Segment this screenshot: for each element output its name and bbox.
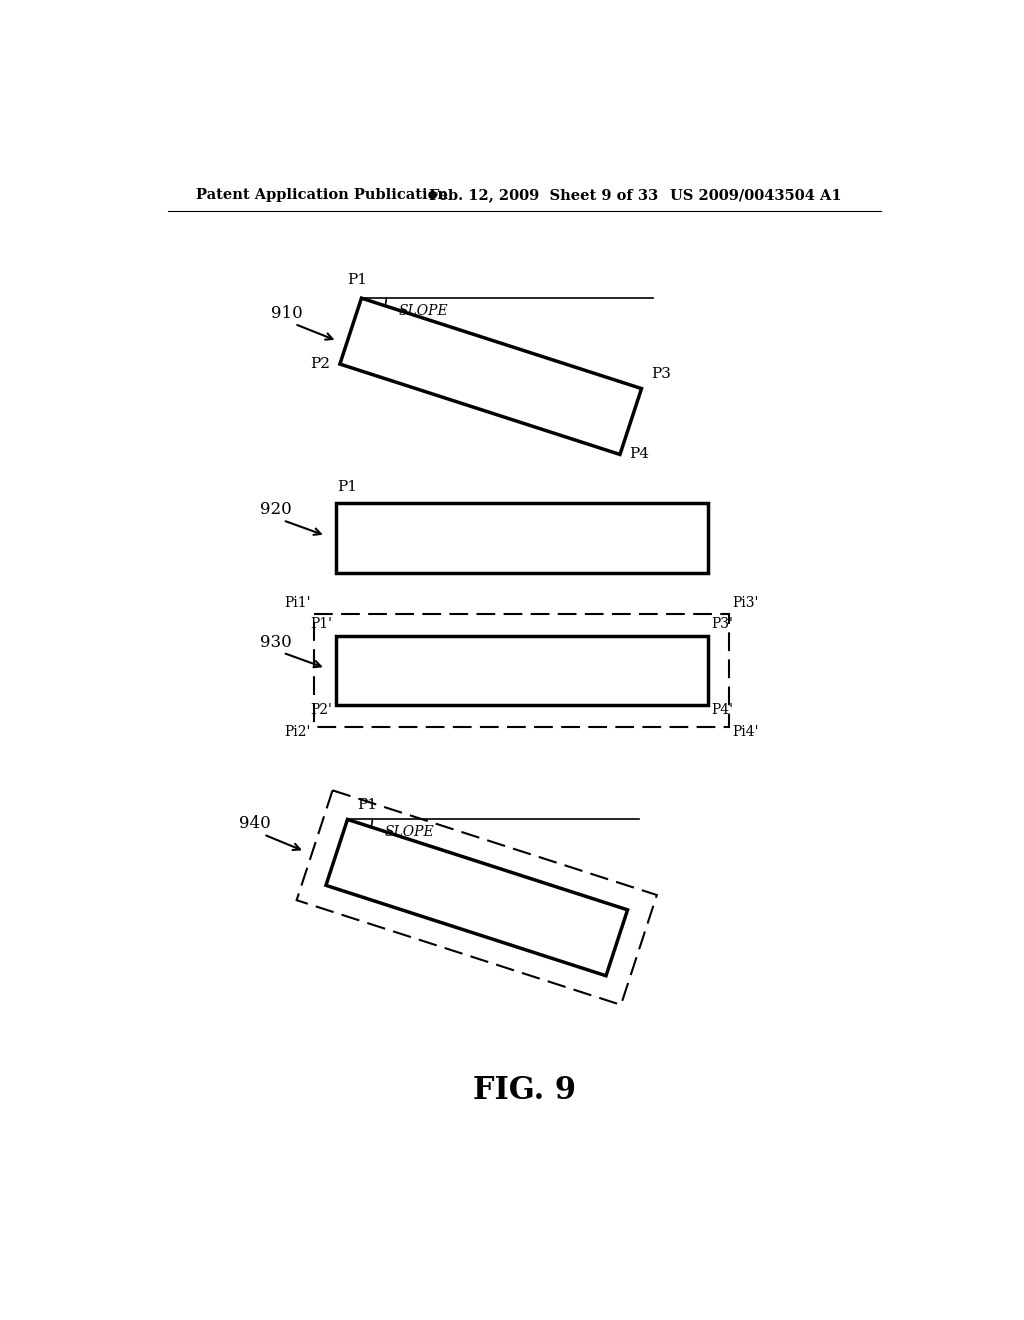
Text: FIG. 9: FIG. 9 (473, 1074, 577, 1106)
Bar (314, 614, 729, 726)
Text: 920: 920 (260, 502, 292, 519)
Text: P1': P1' (310, 618, 333, 631)
Text: P1: P1 (337, 480, 357, 494)
Bar (336, 503, 708, 573)
Text: Pi4': Pi4' (732, 725, 759, 739)
Text: P3': P3' (711, 618, 733, 631)
Text: Feb. 12, 2009  Sheet 9 of 33: Feb. 12, 2009 Sheet 9 of 33 (429, 189, 657, 202)
Polygon shape (326, 820, 628, 975)
Text: Pi1': Pi1' (285, 595, 311, 610)
Text: 910: 910 (271, 305, 303, 322)
Text: P1: P1 (356, 797, 377, 812)
Text: P4: P4 (630, 447, 649, 461)
Text: Patent Application Publication: Patent Application Publication (197, 189, 449, 202)
Polygon shape (340, 298, 641, 454)
Text: P3: P3 (651, 367, 671, 380)
Text: SLOPE: SLOPE (385, 825, 434, 840)
Text: 930: 930 (260, 634, 292, 651)
Text: P4': P4' (711, 704, 733, 717)
Text: P2: P2 (310, 356, 331, 371)
Text: 940: 940 (239, 816, 270, 833)
Text: Pi3': Pi3' (732, 595, 759, 610)
Bar (336, 636, 708, 705)
Text: P1: P1 (347, 273, 368, 288)
Text: P2': P2' (310, 704, 333, 717)
Text: SLOPE: SLOPE (398, 304, 449, 318)
Text: US 2009/0043504 A1: US 2009/0043504 A1 (671, 189, 842, 202)
Text: Pi2': Pi2' (285, 725, 311, 739)
